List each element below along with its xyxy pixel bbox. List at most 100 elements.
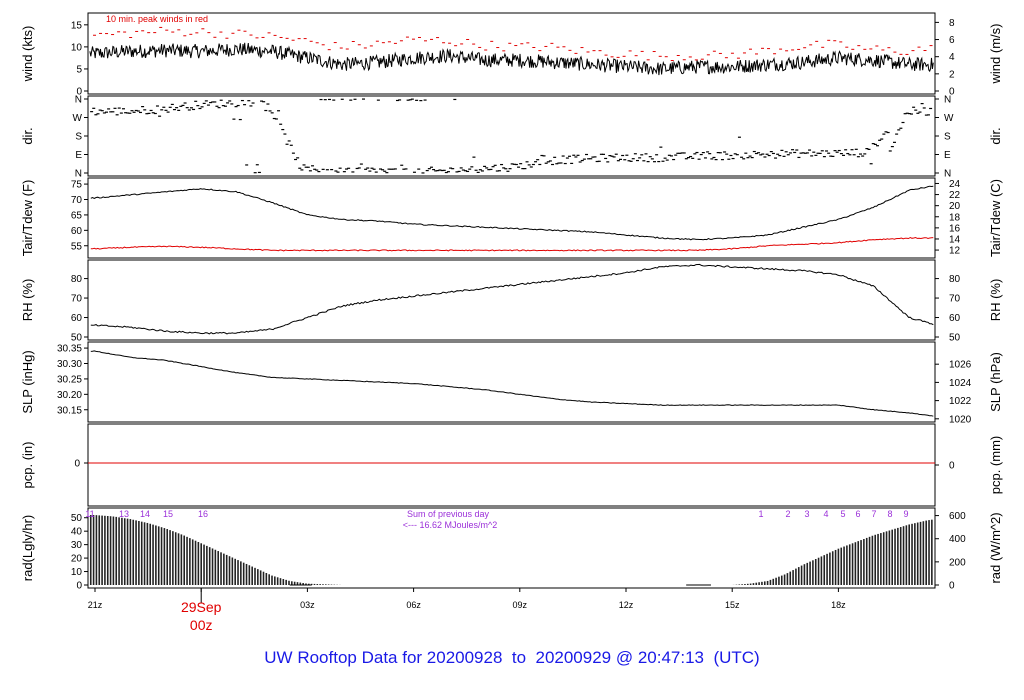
y-tick-label: 200 (949, 557, 966, 568)
y-tick-label: 0 (949, 581, 955, 592)
y-tick-label: N (944, 95, 951, 106)
panel-frame (87, 259, 936, 341)
solar-hour-label: 4 (823, 509, 828, 519)
y-tick-label: 70 (71, 195, 83, 206)
solar-hour-label: 2 (785, 509, 790, 519)
y-tick-label: 0 (949, 87, 955, 98)
y-tick-label: 4 (949, 52, 955, 63)
x-tick-label: 18z (831, 600, 846, 610)
solar-hour-label: 9 (903, 509, 908, 519)
y-axis-label-left: pcp. (in) (20, 442, 35, 489)
y-tick-label: 30.15 (57, 405, 82, 416)
solar-hour-label: 15 (163, 509, 173, 519)
y-tick-label: 10 (71, 567, 83, 578)
radiation-annotation: <--- 16.62 MJoules/m^2 (403, 520, 498, 530)
x-tick-label: 06z (406, 600, 421, 610)
solar-hour-label: 11 (85, 509, 94, 519)
y-tick-label: W (944, 113, 954, 124)
y-tick-label: 40 (71, 527, 83, 538)
date-label-day: 29Sep (181, 599, 222, 615)
y-tick-label: 30 (71, 540, 83, 551)
panel-pcp: pcp. (in) pcp. (mm) 0 0 (20, 423, 1003, 507)
y-tick-label: 20 (71, 554, 83, 565)
y-tick-label: 50 (949, 333, 961, 344)
panel-frame (87, 177, 936, 259)
series-line-tdew (90, 236, 934, 252)
y-axis-label-right: RH (%) (988, 279, 1003, 322)
series-line-tair (90, 185, 934, 241)
y-tick-label: E (944, 150, 951, 161)
y-tick-label: 600 (949, 511, 966, 522)
y-tick-label: 6 (949, 35, 955, 46)
y-tick-label: 70 (949, 294, 961, 305)
y-tick-label: 30.20 (57, 390, 82, 401)
solar-hour-label: 14 (140, 509, 150, 519)
y-axis-label-left: SLP (inHg) (20, 350, 35, 413)
panel-rh: RH (%) RH (%) 50 60 70 80 50 60 70 80 (20, 259, 1003, 344)
y-tick-label: 1026 (949, 360, 972, 371)
y-axis-label-right: wind (m/s) (988, 24, 1003, 85)
solar-hour-label: 5 (840, 509, 845, 519)
series-line-wind-speed (89, 42, 934, 76)
y-tick-label: 70 (71, 294, 83, 305)
panel-slp: SLP (inHg) SLP (hPa) 30.15 30.20 30.25 30.30 3… (20, 341, 1003, 425)
y-tick-label: 24 (949, 179, 961, 190)
y-tick-label: 5 (76, 64, 82, 75)
y-tick-label: 60 (71, 313, 83, 324)
y-tick-label: 55 (71, 241, 83, 252)
y-tick-label: 10 (71, 42, 83, 53)
y-tick-label: 0 (76, 581, 82, 592)
y-axis-label-right: dir. (988, 127, 1003, 144)
series-line-slp (90, 350, 934, 417)
y-tick-label: 50 (71, 513, 83, 524)
panel-frame (87, 341, 936, 423)
y-axis-label-left: Tair/Tdew (F) (20, 180, 35, 257)
y-tick-label: 80 (71, 274, 83, 285)
y-axis-label-left: wind (kts) (20, 26, 35, 83)
y-tick-label: S (944, 132, 951, 143)
y-tick-label: N (944, 169, 951, 180)
y-tick-label: 16 (949, 223, 961, 234)
x-tick-label: 15z (725, 600, 740, 610)
y-tick-label: 30.35 (57, 344, 82, 355)
y-tick-label: 60 (71, 226, 83, 237)
y-tick-label: 400 (949, 534, 966, 545)
y-tick-label: 65 (71, 210, 83, 221)
y-tick-label: 75 (71, 180, 83, 191)
panel-dir: dir. dir.N NE ES SW WN N (20, 95, 1003, 180)
panel-frame (87, 12, 936, 95)
series-line-rh (90, 263, 934, 335)
panel-frame (87, 423, 936, 507)
y-axis-label-right: rad (W/m^2) (988, 512, 1003, 583)
y-axis-label-left: RH (%) (20, 279, 35, 322)
x-tick-label: 09z (513, 600, 528, 610)
y-tick-label: 22 (949, 190, 961, 201)
y-tick-label: N (75, 95, 82, 106)
radiation-annotation: Sum of previous day (407, 509, 490, 519)
x-tick-label: 21z (88, 600, 103, 610)
panel-frame (87, 507, 936, 589)
y-axis-label-right: pcp. (mm) (988, 436, 1003, 495)
y-tick-label: 1020 (949, 414, 972, 425)
solar-hour-label: 1 (758, 509, 763, 519)
y-tick-label: S (75, 132, 82, 143)
y-axis-label-right: Tair/Tdew (C) (988, 179, 1003, 257)
y-tick-label: W (73, 113, 83, 124)
x-axis: 21z 03z 06z 09z 12z 15z 18z 29Sep 00z (88, 588, 846, 633)
y-tick-label: 30.25 (57, 374, 82, 385)
y-tick-label: 0 (949, 461, 955, 472)
y-tick-label: 0 (76, 87, 82, 98)
page-title: UW Rooftop Data for 20200928 to 20200929… (264, 648, 760, 667)
y-tick-label: 15 (71, 20, 83, 31)
solar-hour-label: 8 (887, 509, 892, 519)
y-tick-label: 80 (949, 274, 961, 285)
y-tick-label: 1024 (949, 378, 972, 389)
x-tick-label: 12z (619, 600, 634, 610)
y-tick-label: 20 (949, 201, 961, 212)
solar-hour-label: 13 (119, 509, 129, 519)
y-tick-label: 60 (949, 313, 961, 324)
y-tick-label: 30.30 (57, 359, 82, 370)
wind-annotation: 10 min. peak winds in red (106, 14, 208, 24)
y-tick-label: 12 (949, 246, 961, 257)
